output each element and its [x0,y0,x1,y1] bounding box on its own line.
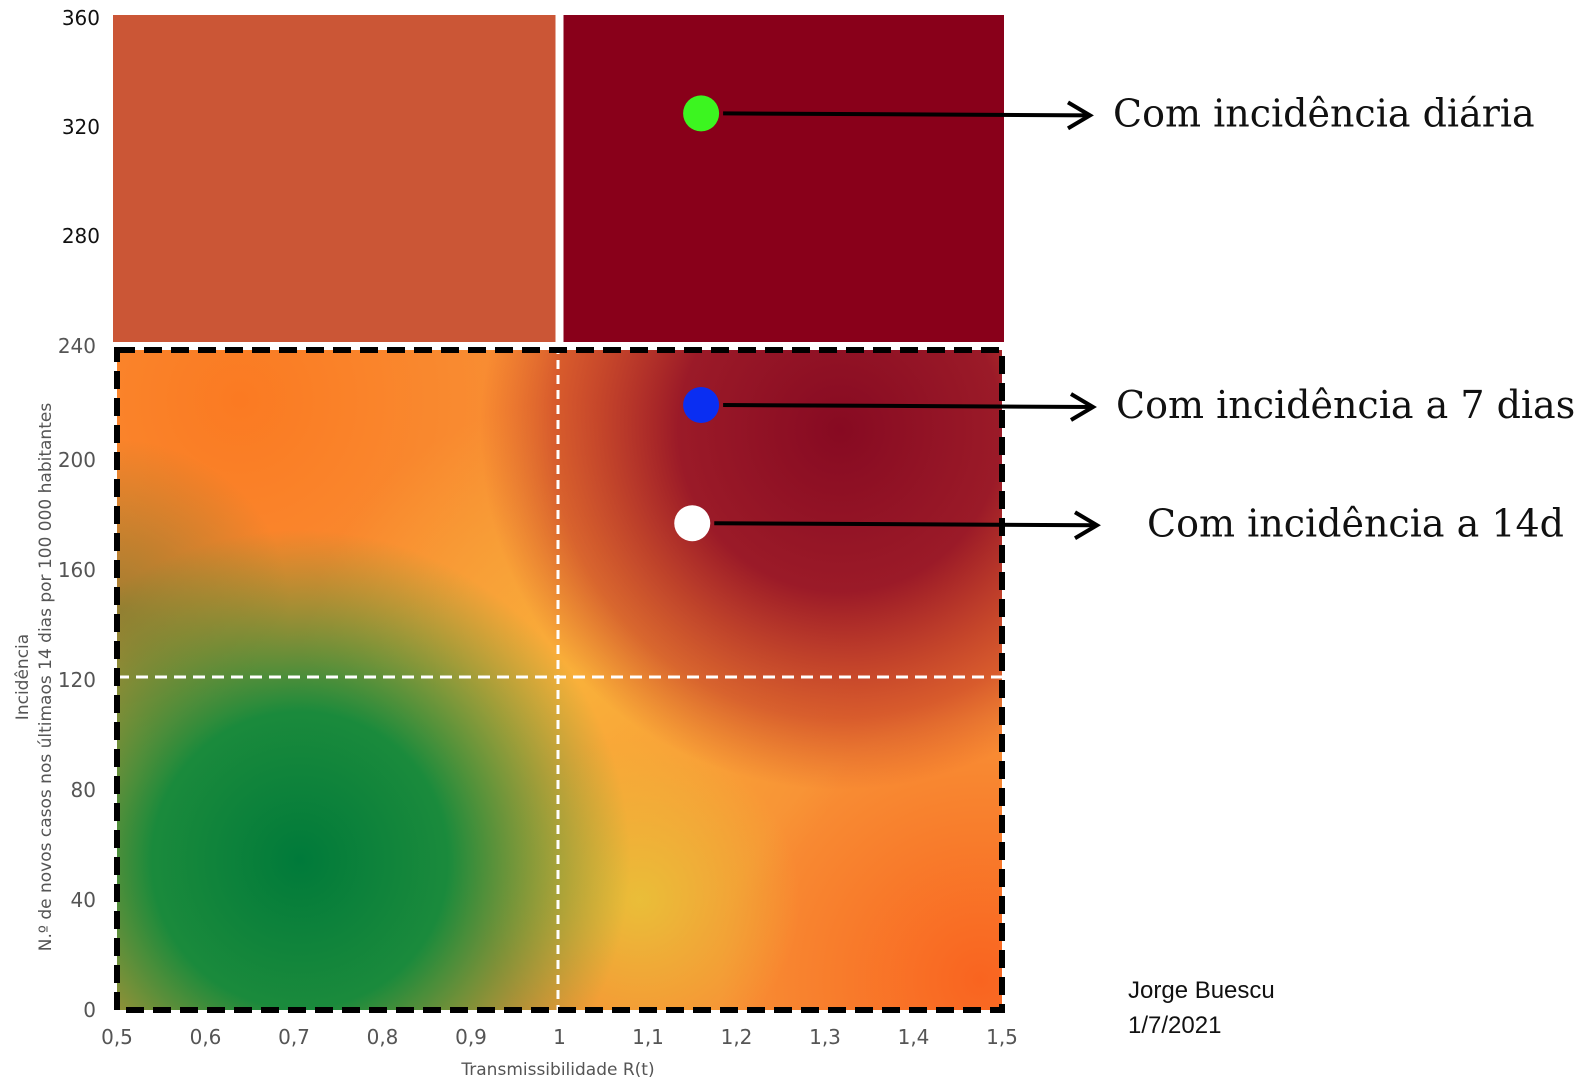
upper-regions [113,15,1004,342]
y-tick-label-upper: 320 [62,115,100,139]
y-tick-label: 80 [71,778,96,802]
data-point [683,95,720,132]
arrow-head [1069,392,1097,422]
points: Com incidência diária Com incidência a 7 … [674,91,1575,545]
point-annotation: Com incidência a 14d [1147,501,1564,545]
y-axis-title-line1: Incidência [13,634,33,720]
y-tick-label: 200 [58,448,96,472]
y-tick-label: 0 [83,998,96,1022]
y-tick-label: 120 [58,668,96,692]
upper-region-1 [113,15,556,342]
arrow-head [1073,510,1101,540]
point-annotation: Com incidência diária [1113,91,1535,135]
author-date: 1/7/2021 [1128,1012,1221,1039]
x-tick-label: 1,3 [809,1025,841,1049]
y-tick-label: 40 [71,888,96,912]
arrow-line [723,111,1091,118]
x-tick-label: 0,7 [278,1025,310,1049]
x-tick-label: 1,5 [986,1025,1018,1049]
x-tick-label: 0,6 [190,1025,222,1049]
lower-frame [114,347,1005,1013]
x-tick-label: 0,9 [455,1025,487,1049]
x-tick-label: 0,8 [367,1025,399,1049]
x-tick-label: 1,4 [898,1025,930,1049]
point-annotation: Com incidência a 7 dias [1116,383,1575,427]
data-point [674,505,711,542]
y-axis-title-line2: N.º de novos casos nos últimaos 14 dias … [36,403,56,952]
y-tick-label-upper: 360 [62,6,100,30]
author-name: Jorge Buescu [1128,977,1275,1004]
upper-region-2 [563,15,1004,342]
x-axis-title: Transmissibilidade R(t) [460,1060,654,1080]
y-tick-label: 160 [58,558,96,582]
arrow-line [714,521,1098,528]
data-point [683,387,720,423]
x-tick-label: 1 [553,1025,566,1049]
y-tick-label: 240 [58,334,96,358]
arrow-line [723,403,1094,409]
x-tick-label: 1,2 [721,1025,753,1049]
arrow-head [1066,100,1094,131]
x-tick-label: 1,1 [632,1025,664,1049]
x-ticks: 0,5 0,6 0,7 0,8 0,9 1 1,1 1,2 1,3 1,4 1,5 [101,1025,1018,1049]
y-ticks: 0 40 80 120 160 200 240 280 320 360 [58,6,100,1022]
y-tick-label-upper: 280 [62,224,100,248]
x-tick-label: 0,5 [101,1025,133,1049]
